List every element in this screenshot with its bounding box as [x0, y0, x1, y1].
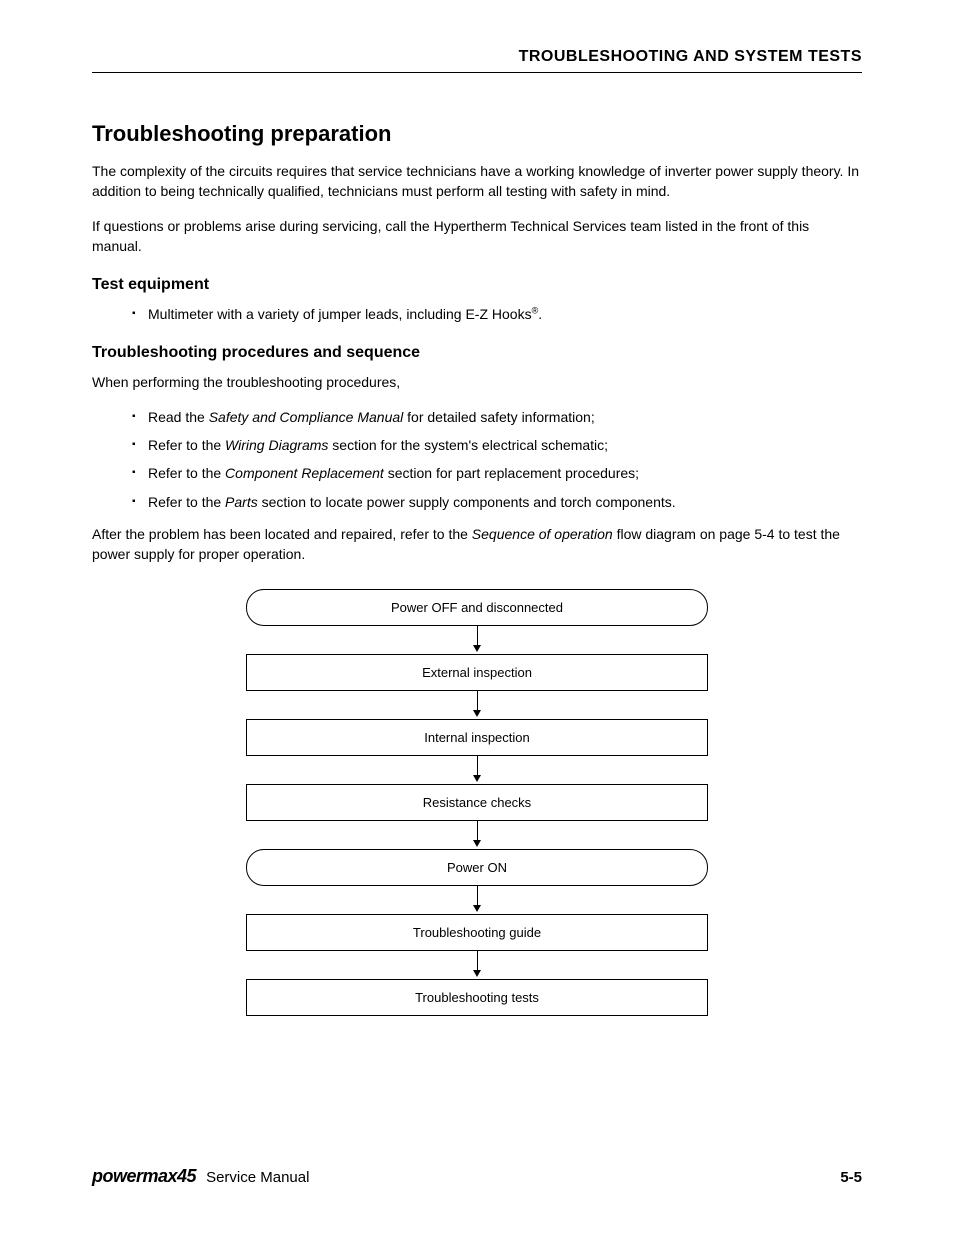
- footer-brand: powermax45: [92, 1166, 196, 1187]
- procedures-intro: When performing the troubleshooting proc…: [92, 372, 862, 392]
- flow-arrow-icon: [473, 951, 481, 979]
- flow-node-resistance-checks: Resistance checks: [246, 784, 708, 821]
- flow-node-power-off: Power OFF and disconnected: [246, 589, 708, 626]
- header-section-title: TROUBLESHOOTING AND SYSTEM TESTS: [92, 48, 862, 73]
- procedures-after: After the problem has been located and r…: [92, 524, 862, 565]
- after-text-a: After the problem has been located and r…: [92, 526, 472, 542]
- list-item: Refer to the Parts section to locate pow…: [132, 492, 862, 512]
- test-equipment-heading: Test equipment: [92, 276, 862, 294]
- page-title: Troubleshooting preparation: [92, 121, 862, 147]
- procedures-heading: Troubleshooting procedures and sequence: [92, 344, 862, 362]
- flow-node-internal-inspection: Internal inspection: [246, 719, 708, 756]
- flow-arrow-icon: [473, 756, 481, 784]
- intro-paragraph-2: If questions or problems arise during se…: [92, 216, 862, 257]
- list-italic: Parts: [225, 494, 258, 510]
- list-text: for detailed safety information;: [403, 409, 594, 425]
- page-number: 5-5: [840, 1169, 862, 1186]
- list-italic: Component Replacement: [225, 465, 384, 481]
- list-item-suffix: .: [538, 306, 542, 322]
- list-text: Refer to the: [148, 437, 225, 453]
- list-item-text: Multimeter with a variety of jumper lead…: [148, 306, 532, 322]
- flow-node-troubleshooting-guide: Troubleshooting guide: [246, 914, 708, 951]
- flow-arrow-icon: [473, 886, 481, 914]
- flow-arrow-icon: [473, 821, 481, 849]
- list-item: Refer to the Wiring Diagrams section for…: [132, 435, 862, 455]
- flow-node-troubleshooting-tests: Troubleshooting tests: [246, 979, 708, 1016]
- list-italic: Wiring Diagrams: [225, 437, 328, 453]
- footer-doc-type: Service Manual: [206, 1169, 309, 1186]
- flow-node-external-inspection: External inspection: [246, 654, 708, 691]
- page-footer: powermax45 Service Manual 5-5: [92, 1166, 862, 1187]
- after-italic: Sequence of operation: [472, 526, 613, 542]
- list-item: Read the Safety and Compliance Manual fo…: [132, 407, 862, 427]
- list-text: Refer to the: [148, 465, 225, 481]
- troubleshooting-flowchart: Power OFF and disconnected External insp…: [246, 589, 708, 1016]
- flow-arrow-icon: [473, 626, 481, 654]
- list-text: Read the: [148, 409, 209, 425]
- list-italic: Safety and Compliance Manual: [209, 409, 404, 425]
- list-item: Multimeter with a variety of jumper lead…: [132, 304, 862, 324]
- list-item: Refer to the Component Replacement secti…: [132, 463, 862, 483]
- footer-left: powermax45 Service Manual: [92, 1166, 309, 1187]
- list-text: section for the system's electrical sche…: [328, 437, 608, 453]
- procedures-list: Read the Safety and Compliance Manual fo…: [132, 407, 862, 512]
- test-equipment-list: Multimeter with a variety of jumper lead…: [132, 304, 862, 324]
- flow-node-power-on: Power ON: [246, 849, 708, 886]
- list-text: Refer to the: [148, 494, 225, 510]
- list-text: section for part replacement procedures;: [384, 465, 639, 481]
- list-text: section to locate power supply component…: [258, 494, 676, 510]
- flow-arrow-icon: [473, 691, 481, 719]
- intro-paragraph-1: The complexity of the circuits requires …: [92, 161, 862, 202]
